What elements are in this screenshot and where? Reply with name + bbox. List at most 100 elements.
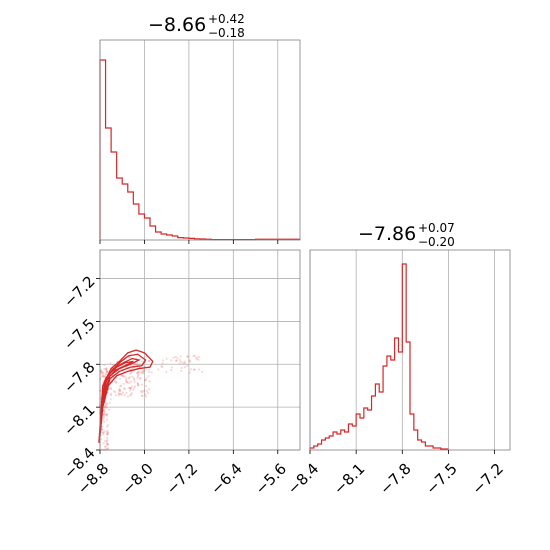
joint-x-tick-label-2: −7.2	[163, 460, 201, 498]
joint-point	[188, 359, 191, 362]
hist2-x-tick-label-1: −8.1	[330, 460, 368, 498]
joint-contour-core	[101, 360, 134, 401]
joint-point	[109, 393, 113, 397]
joint-point	[147, 371, 150, 374]
joint-point	[104, 445, 107, 448]
joint-point	[101, 374, 104, 378]
joint-point	[141, 371, 144, 375]
hist2-frame	[309, 249, 511, 451]
joint-point	[139, 390, 143, 393]
joint-point	[105, 439, 108, 443]
joint-point	[161, 365, 164, 369]
joint-point	[141, 369, 144, 373]
joint-point	[103, 406, 106, 409]
joint-point	[144, 378, 147, 382]
joint-point	[120, 384, 123, 387]
joint-point	[129, 387, 132, 390]
joint-point	[143, 369, 146, 372]
joint-point	[107, 431, 110, 434]
joint-point	[110, 392, 113, 395]
joint-point	[195, 356, 198, 359]
joint-point	[186, 364, 189, 367]
joint-point	[111, 363, 115, 367]
joint-point	[136, 382, 139, 385]
joint-point	[121, 374, 124, 378]
joint-point	[142, 372, 145, 375]
joint-point	[179, 369, 183, 372]
joint-point	[106, 436, 109, 440]
joint-point	[105, 370, 108, 373]
joint-point	[118, 389, 121, 392]
joint-point	[128, 386, 131, 389]
marginal-2-title-plus: +0.07	[418, 221, 455, 235]
joint-point	[103, 412, 106, 415]
joint-frame	[99, 249, 301, 451]
hist2-x-tick-labels: −8.4 −8.1 −7.8 −7.5 −7.2	[284, 460, 507, 498]
joint-point	[197, 356, 201, 359]
joint-point	[193, 354, 196, 357]
joint-point	[148, 388, 151, 391]
joint-y-tick-label-0: −7.2	[60, 272, 98, 310]
hist2-x-tick-label-3: −7.5	[422, 460, 460, 498]
joint-point	[117, 392, 120, 395]
joint-point	[131, 375, 134, 378]
joint-point	[197, 358, 200, 361]
joint-point	[106, 433, 109, 436]
joint-point	[138, 362, 141, 366]
joint-point	[126, 380, 129, 384]
joint-point	[132, 388, 135, 391]
hist2-x-tick-label-2: −7.8	[376, 460, 414, 498]
joint-point	[133, 378, 136, 381]
joint-point	[105, 372, 108, 375]
joint-point	[102, 442, 105, 445]
joint-point	[129, 394, 132, 397]
joint-point	[188, 371, 191, 374]
joint-point	[123, 387, 126, 390]
joint-point	[103, 430, 106, 433]
joint-point	[144, 395, 148, 398]
joint-point	[188, 360, 192, 363]
joint-point	[114, 394, 117, 397]
joint-point	[101, 372, 104, 375]
joint-point	[144, 393, 147, 396]
joint-point	[107, 443, 110, 446]
joint-point	[178, 359, 181, 362]
joint-point	[161, 359, 165, 362]
joint-point	[128, 381, 131, 385]
joint-point	[170, 366, 174, 369]
joint-point	[118, 388, 121, 391]
joint-point	[136, 376, 139, 380]
joint-point	[106, 412, 109, 416]
joint-point	[106, 446, 109, 450]
joint-point	[165, 370, 168, 373]
joint-point	[130, 393, 133, 396]
joint-point	[157, 368, 160, 371]
joint-point	[140, 394, 143, 397]
joint-point	[129, 389, 132, 392]
joint-point	[119, 385, 122, 388]
joint-point	[134, 362, 137, 365]
joint-point	[147, 375, 150, 378]
joint-point	[106, 402, 109, 406]
joint-x-tick-labels: −8.8 −8.0 −7.2 −6.4 −5.6	[74, 460, 290, 498]
joint-point	[145, 389, 149, 392]
joint-point	[145, 377, 148, 380]
joint-point	[104, 405, 108, 408]
joint-point	[161, 362, 164, 365]
joint-point	[100, 369, 103, 372]
joint-point	[105, 413, 108, 416]
joint-point	[105, 402, 108, 405]
joint-point	[106, 432, 109, 435]
joint-y-tick-label-2: −7.8	[60, 358, 98, 396]
joint-point	[103, 411, 106, 414]
joint-point	[102, 431, 105, 434]
joint-point	[140, 383, 143, 386]
joint-point	[178, 362, 181, 365]
joint-point	[139, 376, 142, 380]
joint-point	[103, 368, 106, 371]
joint-point	[119, 389, 122, 393]
joint-point	[126, 381, 129, 384]
joint-point	[141, 394, 144, 398]
hist1-series-line	[99, 59, 300, 241]
hist2-series-line	[309, 263, 449, 450]
